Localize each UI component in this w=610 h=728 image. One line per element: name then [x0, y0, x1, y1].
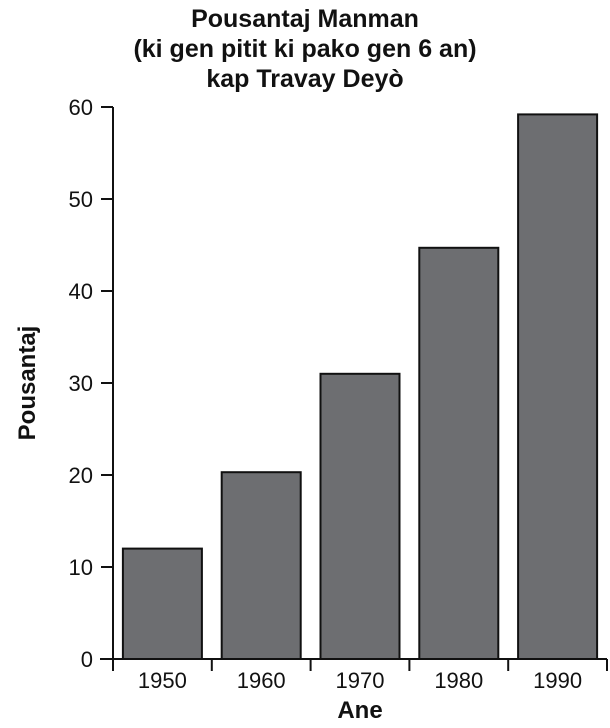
- bars-group: [121, 113, 599, 661]
- chart-title: Pousantaj Manman (ki gen pitit ki pako g…: [0, 4, 610, 94]
- chart-title-line-3: kap Travay Deyò: [206, 65, 404, 93]
- y-tick-label: 60: [69, 95, 93, 120]
- y-ticks-group: 0 10 20 30 40 50 60: [69, 95, 113, 672]
- y-tick-label: 40: [69, 279, 93, 304]
- x-tick-label-1970: 1970: [336, 668, 385, 693]
- x-ticks-group: 1950 1960 1970 1980 1990: [112, 659, 608, 693]
- y-tick-label: 30: [69, 371, 93, 396]
- y-tick-label: 50: [69, 187, 93, 212]
- y-tick-label: 10: [69, 555, 93, 580]
- x-tick-label-1960: 1960: [237, 668, 286, 693]
- y-axis-title: Pousantaj: [14, 326, 41, 441]
- bar-1970: [319, 372, 401, 660]
- y-tick-label: 0: [81, 647, 93, 672]
- chart-title-line-1: Pousantaj Manman: [191, 5, 419, 33]
- chart-title-line-2: (ki gen pitit ki pako gen 6 an): [133, 35, 477, 63]
- x-tick-label-1980: 1980: [434, 668, 483, 693]
- x-axis-title: Ane: [337, 697, 382, 724]
- x-tick-label-1950: 1950: [138, 668, 187, 693]
- bar-1990: [517, 113, 599, 660]
- bar-1960: [220, 471, 302, 661]
- x-tick-label-1990: 1990: [533, 668, 582, 693]
- y-tick-label: 20: [69, 463, 93, 488]
- bar-1980: [418, 246, 500, 661]
- bar-1950: [121, 547, 203, 660]
